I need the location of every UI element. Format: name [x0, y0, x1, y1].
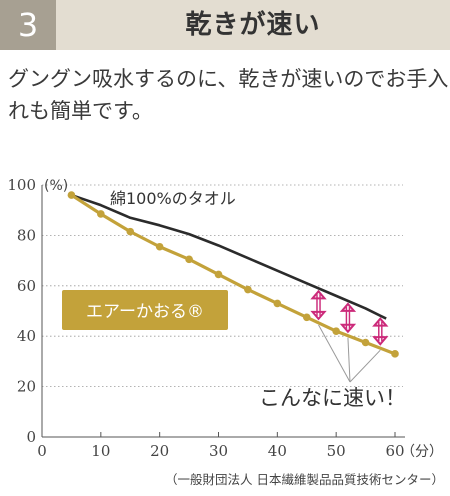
x-tick-label: 40 [268, 442, 287, 460]
data-point [244, 285, 252, 294]
grid-lines [42, 184, 403, 388]
x-tick-label: 50 [327, 442, 346, 460]
gap-arrow-head-bottom [372, 336, 389, 346]
x-tick-label: 60 [385, 442, 404, 460]
gap-arrow-head-top [339, 302, 357, 312]
series-label-airkaoru: エアーかおる® [86, 302, 204, 322]
gap-arrows [310, 289, 389, 346]
data-point [332, 327, 340, 335]
section-number: 3 [0, 0, 56, 50]
annotation-pointer-line [349, 349, 381, 383]
gap-arrow-head-bottom [310, 310, 327, 321]
data-point [391, 350, 399, 358]
data-point [67, 191, 76, 199]
data-point [97, 210, 105, 218]
gap-arrow-head-bottom [339, 323, 357, 334]
axes: 0 20 40 60 80 100 0 10 20 30 40 50 60 [7, 176, 405, 460]
series-label-airkaoru-callout: エアーかおる® [62, 290, 228, 330]
data-point [214, 270, 223, 279]
lead-text: グングン吸水するのに、乾きが速いのでお手入れも簡単です。 [8, 67, 449, 123]
x-tick-label: 10 [91, 442, 110, 460]
series-line-0 [70, 193, 387, 320]
section-header: 3 乾きが速い [0, 0, 450, 50]
speed-annotation: こんなに速い！ [259, 386, 406, 410]
annotation-pointer-line [318, 324, 351, 383]
y-tick-label: 20 [17, 378, 36, 396]
series-line-1 [70, 193, 396, 356]
series-label-cotton: 綿100%のタオル [110, 189, 236, 208]
data-point [126, 227, 135, 236]
y-tick-label: 40 [17, 327, 36, 345]
x-axis-unit: （分） [401, 444, 443, 460]
annotation-pointers [318, 324, 381, 383]
series-lines [67, 191, 399, 358]
source-credit: （一般財団法人 日本繊維製品品質技術センター） [165, 472, 444, 487]
section-title: 乾きが速い [185, 10, 321, 40]
annotation-pointer-line [347, 337, 351, 383]
y-tick-label: 60 [17, 277, 36, 295]
gap-arrow-head-top [310, 289, 327, 300]
data-point [155, 242, 164, 251]
x-tick-label: 20 [150, 442, 169, 460]
x-tick-label: 30 [209, 442, 228, 460]
y-tick-label: 0 [26, 428, 36, 446]
x-tick-label: 0 [37, 442, 47, 460]
callout-box [62, 290, 228, 330]
data-point [361, 338, 370, 347]
y-tick-label: 100 [7, 176, 36, 194]
data-point [185, 255, 193, 264]
y-tick-label: 80 [17, 226, 36, 244]
y-axis-unit: (%) [44, 178, 68, 194]
gap-arrow-head-top [372, 317, 389, 327]
data-point [273, 299, 282, 308]
data-point [302, 313, 311, 322]
